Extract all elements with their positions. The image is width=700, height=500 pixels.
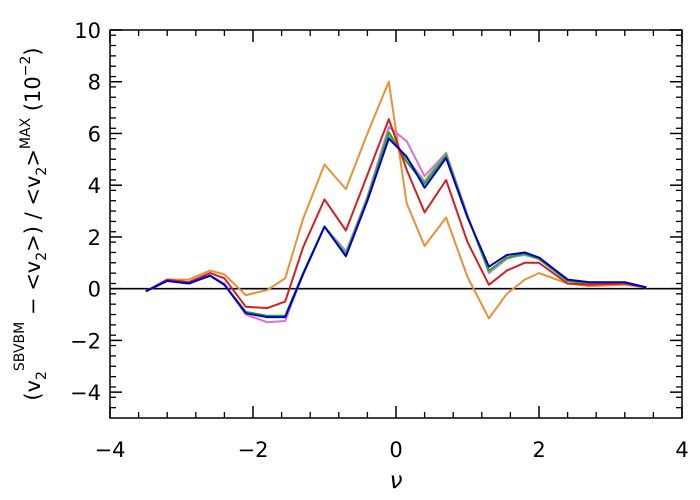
y-tick-label: 4 (88, 174, 101, 198)
x-tick-label: −4 (95, 438, 126, 462)
x-axis-label: ν (390, 468, 403, 494)
y-tick-label: 0 (88, 278, 101, 302)
series-line-6 (145, 137, 647, 319)
y-axis-label: (v2SBVBM − <v2>) / <v2>MAX (10−2) (12, 47, 50, 400)
minor-ticks (110, 30, 682, 418)
x-tick-label: −2 (238, 438, 269, 462)
x-tick-label: 2 (532, 438, 545, 462)
series-line-1 (145, 80, 647, 320)
y-tick-labels: −4 −2 0 2 4 6 8 10 (70, 19, 101, 405)
y-tick-label: −2 (70, 329, 101, 353)
series-line-5 (145, 118, 647, 310)
x-tick-label: 4 (675, 438, 688, 462)
y-tick-label: 8 (88, 71, 101, 95)
series-line-3 (145, 135, 647, 319)
series-group (145, 80, 647, 324)
x-tick-label: 0 (389, 438, 402, 462)
y-tick-label: 6 (88, 122, 101, 146)
y-tick-label: −4 (70, 381, 101, 405)
x-tick-labels: −4 −2 0 2 4 (95, 438, 689, 462)
y-tick-label: 10 (74, 19, 101, 43)
plot-frame (109, 29, 683, 419)
series-line-2 (145, 126, 647, 324)
y-tick-label: 2 (88, 226, 101, 250)
major-ticks (109, 29, 683, 418)
